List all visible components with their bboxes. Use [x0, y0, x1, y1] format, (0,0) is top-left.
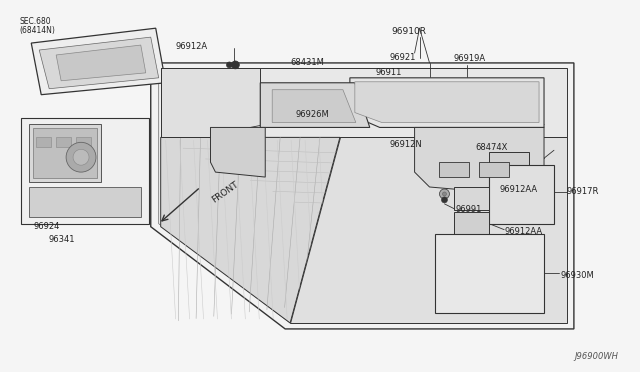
Polygon shape [31, 28, 166, 95]
Text: 96912A: 96912A [175, 42, 208, 51]
Circle shape [227, 62, 232, 68]
Circle shape [440, 189, 449, 199]
Polygon shape [161, 137, 340, 323]
Text: 96917R: 96917R [567, 187, 599, 196]
Text: 68431M: 68431M [290, 58, 324, 67]
Text: 68474X: 68474X [476, 143, 508, 152]
Polygon shape [39, 37, 159, 89]
Polygon shape [211, 128, 265, 177]
Circle shape [232, 61, 239, 69]
Polygon shape [489, 152, 529, 165]
Text: 96341: 96341 [48, 235, 75, 244]
Polygon shape [435, 234, 544, 313]
Text: FRONT: FRONT [211, 180, 241, 204]
Polygon shape [454, 212, 489, 234]
Polygon shape [355, 82, 539, 122]
Bar [56, 137, 71, 147]
Polygon shape [29, 125, 101, 182]
Text: 96926M: 96926M [295, 110, 329, 119]
Polygon shape [290, 137, 567, 323]
Polygon shape [454, 187, 489, 210]
Bar [76, 137, 91, 147]
Text: 96910R: 96910R [392, 27, 427, 36]
Polygon shape [415, 128, 544, 197]
Text: J96900WH: J96900WH [575, 352, 619, 361]
Text: 96912AA: 96912AA [499, 186, 538, 195]
Polygon shape [161, 68, 260, 137]
Polygon shape [151, 63, 574, 329]
Bar [479, 162, 509, 177]
Text: 96919A: 96919A [453, 54, 486, 64]
Text: 96991: 96991 [456, 205, 482, 214]
Polygon shape [272, 90, 356, 122]
Text: (68414N): (68414N) [19, 26, 55, 35]
Polygon shape [21, 118, 148, 224]
Text: 96921: 96921 [390, 54, 416, 62]
Polygon shape [159, 69, 567, 323]
Text: 96912AA: 96912AA [504, 227, 542, 236]
Circle shape [73, 149, 89, 165]
Polygon shape [29, 187, 141, 217]
Circle shape [442, 192, 447, 196]
Polygon shape [161, 68, 567, 137]
Polygon shape [56, 45, 146, 81]
Polygon shape [489, 165, 554, 224]
Circle shape [230, 152, 241, 162]
Bar [440, 162, 469, 177]
Text: 96930M: 96930M [561, 271, 595, 280]
Bar [36, 137, 51, 147]
Polygon shape [33, 128, 97, 178]
Text: 96912N: 96912N [390, 140, 422, 149]
Circle shape [66, 142, 96, 172]
Text: SEC.680: SEC.680 [19, 17, 51, 26]
Polygon shape [350, 78, 544, 128]
Circle shape [442, 197, 447, 203]
Text: 96911: 96911 [376, 68, 402, 77]
Text: 96924: 96924 [33, 222, 60, 231]
Polygon shape [260, 83, 370, 128]
